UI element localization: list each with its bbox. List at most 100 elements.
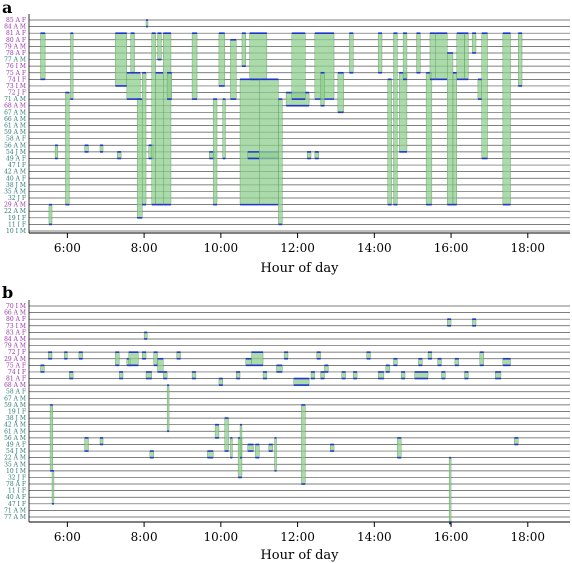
contact-area <box>341 371 346 379</box>
panel-a: a85 A F84 A M81 A F80 A F79 A M78 A F77 … <box>2 0 570 276</box>
row-label: 74 I F <box>8 76 26 83</box>
contact-area <box>235 371 241 379</box>
contact-bout <box>224 417 229 452</box>
contact-area <box>49 404 53 472</box>
contact-bout <box>456 32 465 81</box>
contact-area <box>212 98 218 205</box>
contact-bout <box>241 32 246 67</box>
contact-area <box>320 371 325 379</box>
contact-bout <box>402 32 408 81</box>
contact-area <box>306 151 312 159</box>
contact-bout <box>247 443 254 452</box>
contact-bout <box>163 32 172 206</box>
contact-area <box>48 204 53 225</box>
x-tick-label: 12:00 <box>280 241 315 255</box>
panel-letter: a <box>2 0 12 17</box>
contact-bout <box>40 364 45 373</box>
row-label: 72 J F <box>8 349 26 356</box>
x-tick-label: 6:00 <box>54 530 81 544</box>
row-label: 78 A F <box>6 481 26 488</box>
contact-bout <box>239 78 260 206</box>
contact-bout <box>245 357 252 367</box>
contact-area <box>502 358 511 366</box>
contact-bout <box>414 371 429 380</box>
contact-bout <box>337 71 344 114</box>
contact-area <box>427 351 433 359</box>
contact-area <box>393 358 398 366</box>
contact-bout <box>99 144 104 153</box>
contact-area <box>447 52 454 205</box>
contact-area <box>353 371 358 379</box>
contact-area <box>117 151 122 159</box>
contact-area <box>425 72 433 205</box>
contact-bout <box>310 371 316 380</box>
contact-bout <box>320 71 325 107</box>
row-label: 10 I M <box>6 468 26 475</box>
contact-area <box>337 72 344 113</box>
contact-bout <box>149 450 154 459</box>
contact-area <box>416 32 421 73</box>
contact-area <box>349 32 354 73</box>
contact-area <box>316 351 321 359</box>
contact-bout <box>306 151 312 160</box>
row-label: 38 J M <box>6 182 26 189</box>
contact-area <box>245 358 252 366</box>
x-tick-label: 14:00 <box>357 241 392 255</box>
contact-area <box>207 450 214 458</box>
contact-bout <box>464 32 469 81</box>
row-label: 54 J M <box>6 149 26 156</box>
row-label: 40 A F <box>6 175 26 182</box>
contact-bout <box>283 351 289 360</box>
row-label: 42 A M <box>4 169 26 176</box>
contact-area <box>126 72 141 100</box>
contact-bout <box>130 32 135 74</box>
contact-area <box>454 358 459 366</box>
contact-area <box>448 457 452 524</box>
contact-area <box>276 365 283 373</box>
contact-bout <box>153 351 158 367</box>
row-label: 59 A M <box>4 402 26 409</box>
contact-bout <box>84 144 89 153</box>
row-label: 32 J F <box>8 474 26 481</box>
x-tick-label: 10:00 <box>204 241 239 255</box>
contact-area <box>249 32 268 80</box>
contact-bout <box>435 32 448 81</box>
row-label: 77 A M <box>4 514 26 521</box>
contact-area <box>494 371 502 379</box>
contact-bout <box>115 351 120 367</box>
row-label: 56 A M <box>4 142 26 149</box>
contact-area <box>115 351 120 366</box>
x-tick-label: 18:00 <box>510 530 545 544</box>
contact-bout <box>366 351 371 360</box>
row-label: 47 I F <box>8 501 26 508</box>
contact-area <box>224 417 229 452</box>
contact-area <box>163 371 168 379</box>
x-tick-label: 16:00 <box>434 530 469 544</box>
contact-bout <box>349 32 354 74</box>
row-label: 85 A F <box>6 17 26 24</box>
contact-bout <box>84 437 89 452</box>
x-tick-label: 14:00 <box>357 530 392 544</box>
contact-bout <box>69 371 74 380</box>
contact-bout <box>448 456 452 525</box>
contact-bout <box>141 351 147 360</box>
contact-bout <box>151 32 156 206</box>
contact-area <box>471 318 477 326</box>
row-label: 22 A M <box>4 208 26 215</box>
contact-area <box>464 371 469 379</box>
row-label: 80 A F <box>6 37 26 44</box>
contact-area <box>149 450 154 458</box>
contact-area <box>166 72 172 100</box>
contact-bout <box>128 351 139 367</box>
row-label: 83 A F <box>6 329 26 336</box>
contact-area <box>400 371 406 379</box>
contact-area <box>447 318 452 326</box>
contact-bout <box>222 98 226 160</box>
row-label: 38 J M <box>6 415 26 422</box>
contact-area <box>241 32 246 67</box>
contact-area <box>247 444 254 452</box>
contact-bout <box>268 443 273 452</box>
row-label: 61 A M <box>4 123 26 130</box>
row-label: 47 I F <box>8 162 26 169</box>
panel-letter: b <box>2 283 13 302</box>
